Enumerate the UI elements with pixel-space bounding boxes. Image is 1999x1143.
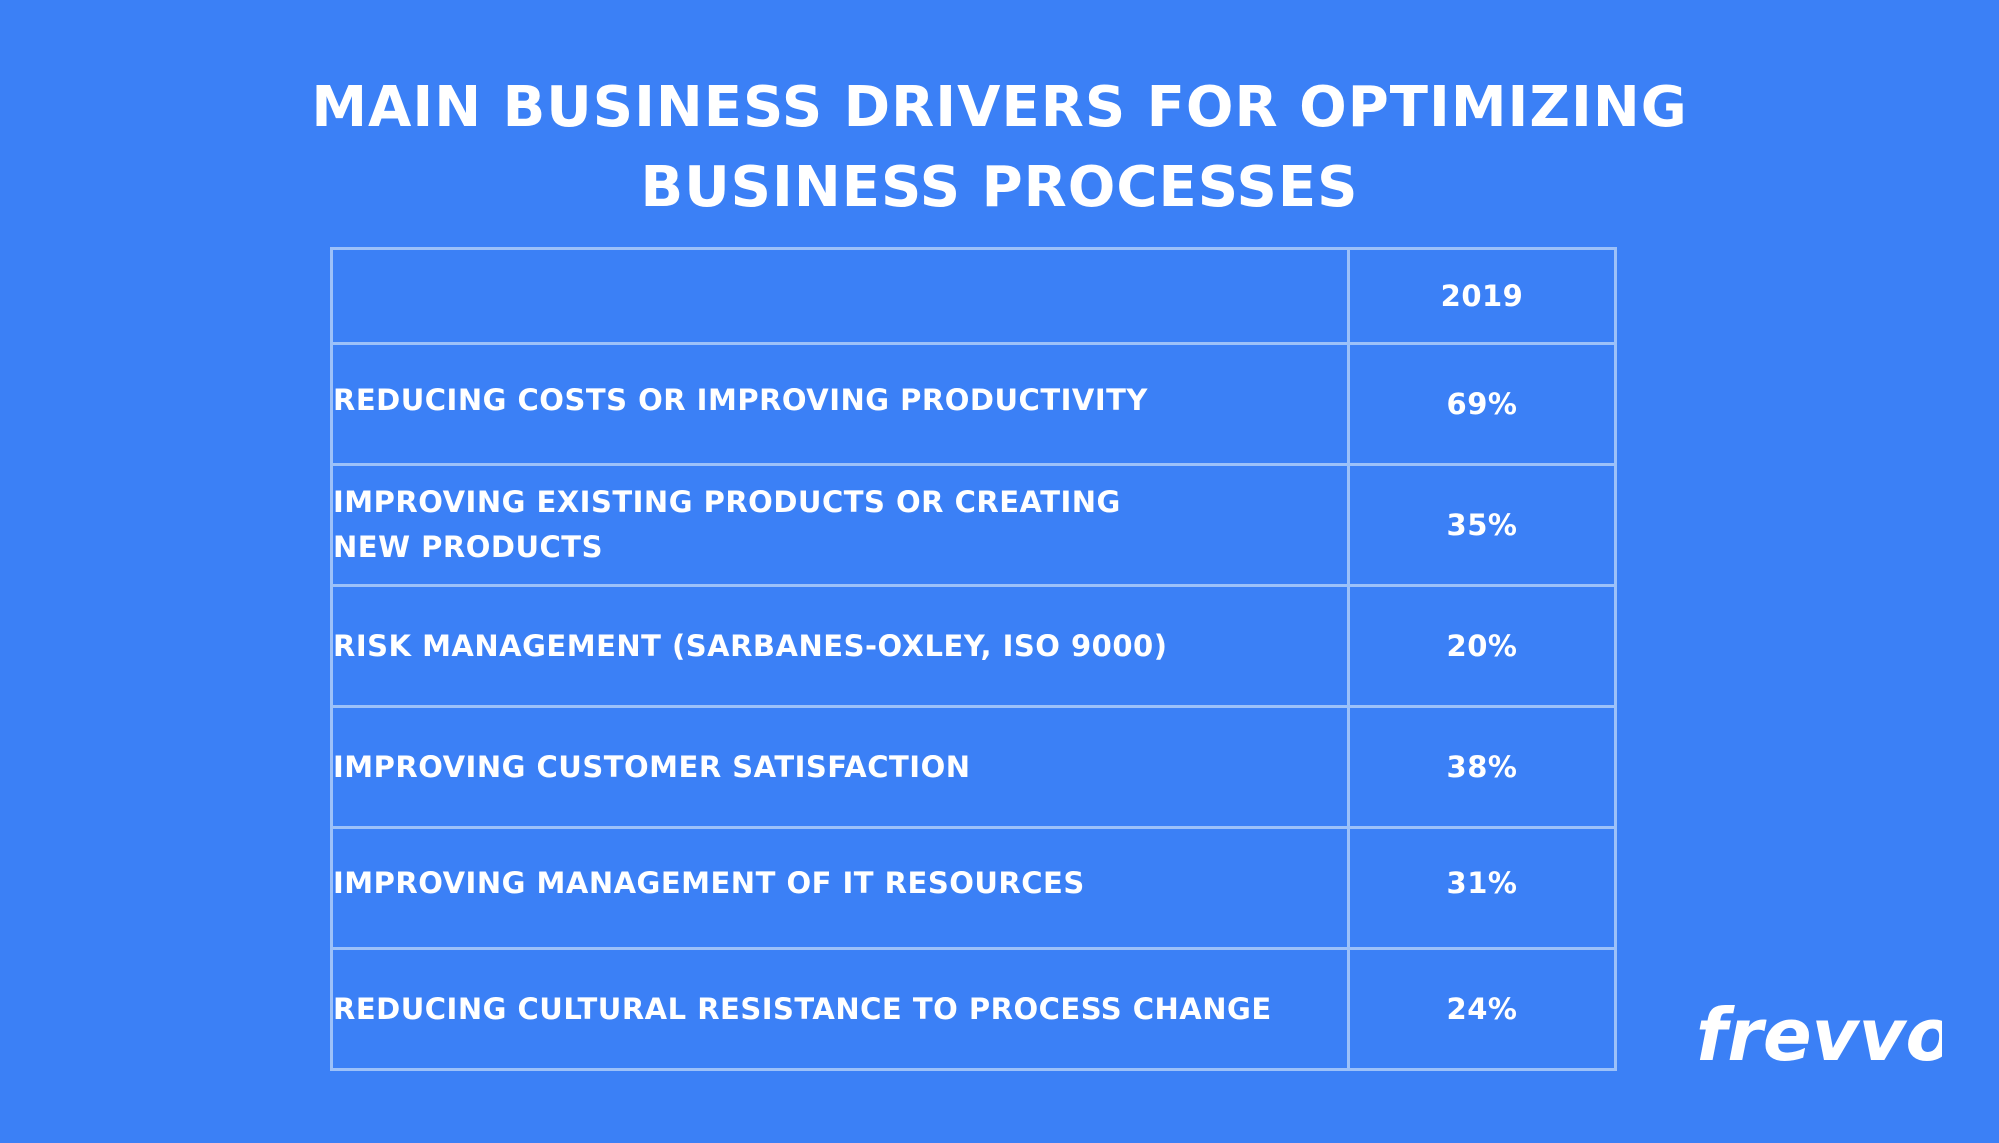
table-row: Improving existing products or creating … (330, 463, 1617, 587)
row-label: Improving existing products or creating … (330, 463, 1350, 587)
frevvo-logo-text: frevvo (1696, 993, 1942, 1077)
row-value: 35% (1347, 463, 1617, 587)
table-row: Reducing costs or improving productivity… (330, 342, 1617, 466)
row-value: 38% (1347, 705, 1617, 829)
chart-title-line-2: Business Processes (640, 155, 1359, 220)
row-label: Risk management (Sarbanes-Oxley, ISO 900… (330, 584, 1350, 708)
header-label-cell (330, 247, 1350, 345)
row-value: 31% (1347, 826, 1617, 950)
table-row: Reducing cultural resistance to process … (330, 947, 1617, 1071)
drivers-table: 2019 Reducing costs or improving product… (330, 247, 1617, 1071)
frevvo-logo: frevvo (1696, 993, 1942, 1077)
header-year-cell: 2019 (1347, 247, 1617, 345)
chart-title-line-1: Main Business Drivers for Optimizing (311, 75, 1688, 140)
row-value: 24% (1347, 947, 1617, 1071)
row-label: Reducing costs or improving productivity (330, 342, 1350, 466)
row-label: Improving management of IT resources (330, 826, 1350, 950)
table-header-row: 2019 (330, 247, 1617, 345)
table-row: Improving management of IT resources 31% (330, 826, 1617, 950)
row-value: 69% (1347, 342, 1617, 466)
row-value: 20% (1347, 584, 1617, 708)
chart-title: Main Business Drivers for Optimizing Bus… (0, 68, 1999, 228)
drivers-table-container: 2019 Reducing costs or improving product… (330, 247, 1617, 1071)
row-label: Improving customer satisfaction (330, 705, 1350, 829)
table-row: Improving customer satisfaction 38% (330, 705, 1617, 829)
row-label: Reducing cultural resistance to process … (330, 947, 1350, 1071)
table-row: Risk management (Sarbanes-Oxley, ISO 900… (330, 584, 1617, 708)
